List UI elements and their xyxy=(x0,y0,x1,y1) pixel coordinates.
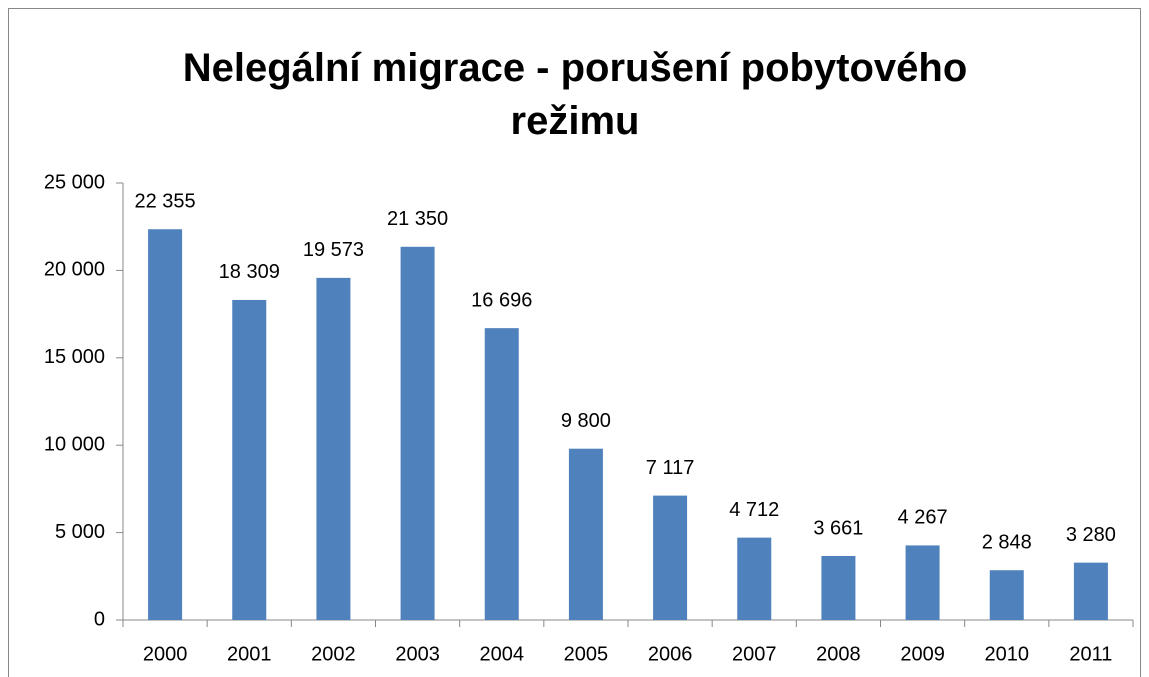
chart-frame xyxy=(8,8,1141,677)
x-tick-label: 2000 xyxy=(143,643,188,665)
bar xyxy=(316,277,351,620)
y-tick-label: 25 000 xyxy=(44,171,105,193)
bar xyxy=(905,545,940,620)
x-tick-label: 2009 xyxy=(900,643,945,665)
chart-title: Nelegální migrace - porušení pobytového … xyxy=(182,46,968,143)
bar xyxy=(821,556,856,620)
x-tick-label: 2011 xyxy=(1069,643,1112,665)
data-label: 9 800 xyxy=(561,410,611,432)
x-tick-label: 2003 xyxy=(395,643,440,665)
x-tick-label: 2006 xyxy=(648,643,693,665)
data-label: 22 355 xyxy=(134,191,195,213)
data-label: 7 117 xyxy=(646,457,695,479)
x-tick-label: 2002 xyxy=(311,643,356,665)
bar xyxy=(148,229,183,620)
data-label: 18 309 xyxy=(219,261,280,283)
y-tick-label: 15 000 xyxy=(44,346,105,368)
x-tick-label: 2008 xyxy=(816,643,861,665)
bar xyxy=(400,246,435,620)
bar xyxy=(232,299,267,620)
x-tick-label: 2010 xyxy=(985,643,1030,665)
data-label: 3 280 xyxy=(1066,524,1116,546)
x-tick-label: 2007 xyxy=(732,643,777,665)
data-label: 4 267 xyxy=(898,507,948,529)
y-tick-label: 0 xyxy=(94,608,105,630)
bar xyxy=(568,448,603,620)
bar xyxy=(484,328,519,620)
x-tick-label: 2001 xyxy=(227,643,272,665)
data-label: 2 848 xyxy=(982,531,1032,553)
data-label: 19 573 xyxy=(303,239,364,261)
bar xyxy=(737,537,772,620)
data-label: 3 661 xyxy=(813,517,863,539)
y-tick-label: 20 000 xyxy=(44,259,105,281)
x-tick-label: 2005 xyxy=(564,643,609,665)
bar xyxy=(1073,562,1108,620)
data-label: 4 712 xyxy=(729,499,779,521)
data-label: 21 350 xyxy=(387,208,448,230)
data-label: 16 696 xyxy=(471,289,532,311)
bar xyxy=(989,570,1024,620)
y-tick-label: 5 000 xyxy=(55,521,105,543)
x-tick-label: 2004 xyxy=(480,643,525,665)
y-tick-label: 10 000 xyxy=(44,433,105,455)
bar xyxy=(653,495,688,620)
